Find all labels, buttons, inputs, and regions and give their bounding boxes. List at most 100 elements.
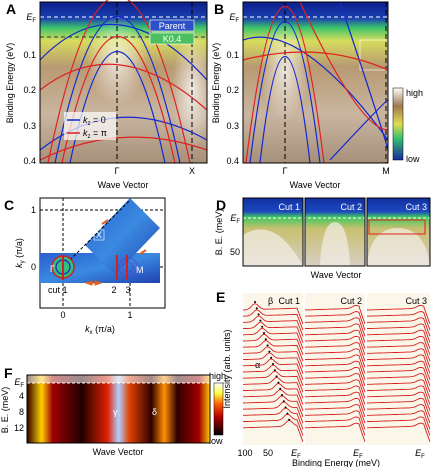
legend-text: Parent [159, 21, 186, 31]
y-axis-label: ky (π/a) [14, 238, 26, 268]
y-tick-label: 0.1 [226, 50, 239, 60]
edc-curve [366, 323, 431, 343]
peak-marker [259, 319, 262, 322]
cut-label: Cut 3 [405, 202, 427, 212]
peak-marker [275, 375, 278, 378]
point-label: X [96, 230, 102, 240]
y-axis-label: Binding Energy (eV) [5, 43, 15, 124]
frame [242, 1, 389, 164]
edc-curve [304, 379, 366, 399]
y-tick-label: 8 [19, 407, 24, 417]
edc-curve [242, 407, 304, 430]
fs-map [85, 198, 160, 275]
edc-curve [366, 317, 431, 337]
peak-marker [268, 350, 271, 353]
y-tick-label: 0.2 [226, 85, 239, 95]
y-tick-label: 0.4 [226, 156, 239, 166]
edc-curve [366, 422, 431, 442]
arrow [101, 219, 147, 255]
intensity [320, 222, 350, 266]
y-tick-label: 4 [19, 391, 24, 401]
edc-curve [304, 304, 366, 325]
edc-curve [304, 323, 366, 343]
edc-curve [304, 317, 366, 337]
cut-label: cut 1 [48, 285, 68, 295]
edc-curve [366, 304, 431, 325]
edc-curve [242, 315, 304, 337]
edc-curve [242, 346, 304, 368]
panel-label: F [4, 365, 13, 381]
colorbar [213, 382, 224, 436]
edc-curve [242, 383, 304, 405]
bands [242, 1, 389, 164]
legend-box [149, 19, 195, 32]
y-tick-label: 0.4 [23, 156, 36, 166]
peak-marker [277, 381, 280, 384]
edc-curve [366, 373, 431, 393]
cut-label: Cut 2 [340, 296, 362, 306]
edc-curve [366, 404, 431, 424]
legend-text: kz = 0 [83, 115, 106, 127]
edc-curve [304, 416, 366, 436]
edc-curve [366, 416, 431, 436]
x-tick-label: Γ [283, 166, 288, 176]
y-tick-label: 0.2 [23, 85, 36, 95]
x-axis-label: Binding Energy (meV) [292, 458, 380, 467]
edc-curve [242, 352, 304, 374]
x-tick-label: EF [415, 448, 425, 460]
zone-line [62, 199, 131, 268]
edc-curve [242, 340, 304, 362]
colorbar-label: low [406, 154, 420, 164]
band-label: γ [113, 407, 118, 417]
panel-c: X Γ M cut 1 2 3 C 1 0 0 1 kx (π/a) ky (π… [4, 197, 166, 336]
edc-curve [366, 391, 431, 411]
edc-curve [304, 348, 366, 368]
frame [304, 197, 366, 267]
peak-marker [284, 406, 287, 409]
peak-marker [257, 313, 260, 316]
x-tick-label: 0 [60, 310, 65, 320]
edc-curve [366, 360, 431, 380]
peak-marker [255, 307, 258, 310]
y-tick-label: 1 [31, 205, 36, 215]
peak-label: β [268, 296, 273, 306]
peak-marker [279, 387, 282, 390]
panel-label: E [216, 289, 225, 305]
x-tick-label: 100 [237, 448, 252, 458]
peak-marker [281, 394, 283, 396]
peak-marker [266, 344, 269, 347]
edc-curve [242, 376, 304, 399]
bands [39, 0, 208, 164]
peak-marker [261, 325, 264, 328]
colorbar [392, 87, 404, 161]
edc-curve [366, 335, 431, 356]
edc-curve [304, 410, 366, 430]
point-label: Γ [50, 264, 55, 274]
intensity [367, 228, 430, 266]
edc-curve [366, 410, 431, 430]
x-axis-label: Wave Vector [290, 180, 341, 190]
peak-marker [264, 338, 267, 341]
highlight-box [368, 219, 426, 235]
x-tick-label: 1 [127, 310, 132, 320]
edc-curve [304, 404, 366, 424]
panel-f: γ δ high low F EF 4 8 12 Wave Vector B. … [0, 365, 226, 457]
band-label: δ [152, 407, 157, 417]
cut-label: 3 [125, 285, 130, 295]
edc-curve [242, 334, 304, 356]
plot-area [243, 293, 303, 445]
edc-curve [366, 311, 431, 331]
x-tick-label: EF [291, 448, 301, 460]
y-tick-label: 0.3 [226, 121, 239, 131]
colorbar-label: low [209, 436, 223, 446]
x-axis-label: kx (π/a) [85, 324, 115, 336]
edc-curve [304, 311, 366, 331]
panel-label: D [216, 197, 226, 213]
peak-marker [273, 369, 276, 372]
peak-marker [270, 356, 273, 359]
peak-marker [288, 418, 291, 421]
colorbar-label: high [209, 371, 226, 381]
y-axis-label: Intensity (arb. units) [222, 329, 232, 408]
y-axis-label: Binding Energy (eV) [211, 43, 221, 124]
